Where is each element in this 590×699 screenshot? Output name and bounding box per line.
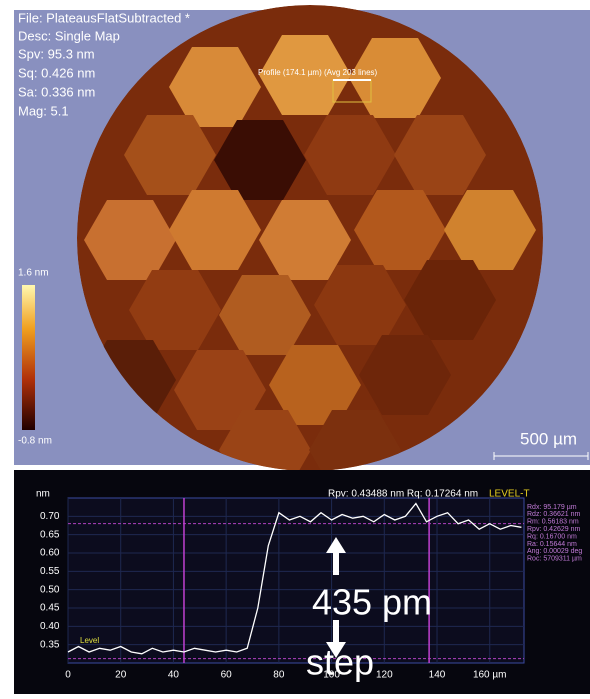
step-annotation: 435 pm [312, 582, 432, 623]
colorbar [22, 285, 35, 430]
stat: Rdx: 95.179 µm [527, 504, 577, 511]
stat: Rdz: 0.36621 nm [527, 511, 580, 518]
scale-bar-label: 500 µm [520, 429, 577, 448]
y-tick-label: 0.65 [40, 529, 60, 540]
y-tick-label: 0.45 [40, 603, 60, 614]
x-tick-label: 40 [168, 670, 180, 681]
sa: Sa: 0.336 nm [18, 84, 95, 99]
plot-area [68, 498, 524, 663]
profile-label: Profile (174.1 µm) (Avg 203 lines) [258, 68, 378, 77]
y-tick-label: 0.40 [40, 621, 60, 632]
x-tick-label: 120 [376, 670, 393, 681]
level-label: Level [80, 636, 99, 645]
stat: Rpv: 0.42629 nm [527, 526, 580, 533]
stat: Ang: 0.00029 deg [527, 548, 582, 555]
header-stats: Rpv: 0.43488 nm Rq: 0.17264 nm [328, 489, 478, 500]
y-tick-label: 0.35 [40, 639, 60, 650]
x-tick-label: 0 [65, 670, 71, 681]
mode: LEVEL-T [489, 489, 530, 500]
sq: Sq: 0.426 nm [18, 65, 95, 80]
colorbar-max: 1.6 nm [18, 268, 49, 279]
y-tick-label: 0.60 [40, 548, 60, 559]
mag: Mag: 5.1 [18, 103, 69, 118]
x-tick-label: 60 [221, 670, 233, 681]
page: { "header": {"file": "File: PlateausFlat… [0, 0, 590, 694]
spv: Spv: 95.3 nm [18, 46, 95, 61]
file-name: File: PlateausFlatSubtracted * [18, 10, 190, 25]
stat: Rq: 0.16700 nm [527, 533, 577, 540]
y-tick-label: 0.55 [40, 566, 60, 577]
x-tick-label: 80 [273, 670, 285, 681]
stat: Rm: 0.56183 nm [527, 519, 579, 526]
step-annotation-2: step [306, 642, 374, 683]
colorbar-min: -0.8 nm [18, 436, 52, 447]
stat: Ra: 0.15644 nm [527, 541, 577, 548]
stat: Roc: 5709311 µm [527, 556, 582, 563]
y-tick-label: 0.70 [40, 511, 60, 522]
x-tick-label: 20 [115, 670, 127, 681]
y-unit: nm [36, 489, 50, 500]
description: Desc: Single Map [18, 28, 120, 43]
y-tick-label: 0.50 [40, 584, 60, 595]
x-tick-label: 160 µm [473, 670, 507, 681]
screenshot: File: PlateausFlatSubtracted * Desc: Sin… [0, 0, 590, 694]
x-tick-label: 140 [429, 670, 446, 681]
